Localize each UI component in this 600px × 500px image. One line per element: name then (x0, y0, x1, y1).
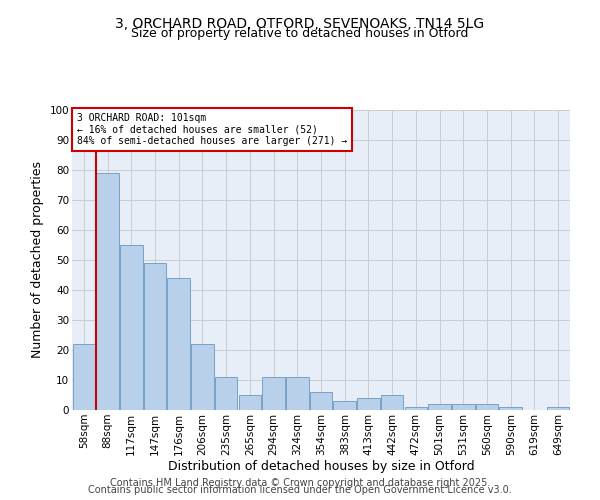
Bar (191, 344, 214, 410)
Bar (286, 377, 308, 410)
Bar (547, 407, 569, 410)
Bar (381, 395, 403, 410)
X-axis label: Distribution of detached houses by size in Otford: Distribution of detached houses by size … (167, 460, 475, 473)
Bar (167, 278, 190, 410)
Bar (476, 404, 498, 410)
Bar (73, 344, 95, 410)
Bar (97, 173, 119, 410)
Bar (357, 398, 380, 410)
Y-axis label: Number of detached properties: Number of detached properties (31, 162, 44, 358)
Text: Contains public sector information licensed under the Open Government Licence v3: Contains public sector information licen… (88, 485, 512, 495)
Text: Size of property relative to detached houses in Otford: Size of property relative to detached ho… (131, 28, 469, 40)
Text: Contains HM Land Registry data © Crown copyright and database right 2025.: Contains HM Land Registry data © Crown c… (110, 478, 490, 488)
Bar (499, 407, 522, 410)
Text: 3, ORCHARD ROAD, OTFORD, SEVENOAKS, TN14 5LG: 3, ORCHARD ROAD, OTFORD, SEVENOAKS, TN14… (115, 18, 485, 32)
Bar (262, 377, 285, 410)
Bar (239, 395, 261, 410)
Bar (215, 377, 238, 410)
Bar (144, 263, 166, 410)
Bar (428, 404, 451, 410)
Bar (404, 407, 427, 410)
Text: 3 ORCHARD ROAD: 101sqm
← 16% of detached houses are smaller (52)
84% of semi-det: 3 ORCHARD ROAD: 101sqm ← 16% of detached… (77, 113, 347, 146)
Bar (310, 392, 332, 410)
Bar (334, 401, 356, 410)
Bar (120, 245, 143, 410)
Bar (452, 404, 475, 410)
